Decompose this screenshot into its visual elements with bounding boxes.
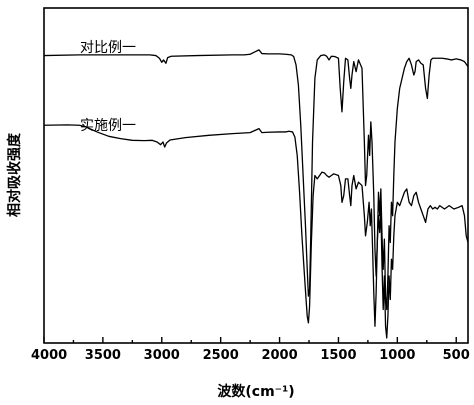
series-label-example: 实施例一 [80, 118, 136, 134]
x-axis-ticks: 4000 3500 3000 2500 2000 1500 1000 500 [31, 337, 470, 363]
x-tick-label: 4000 [31, 348, 67, 363]
x-tick-label: 500 [443, 348, 470, 363]
x-tick-label: 1000 [379, 348, 415, 363]
series-line-comparative [43, 49, 469, 311]
series-layer [43, 49, 469, 339]
plot-frame [43, 7, 469, 344]
series-label-comparative: 对比例一 [80, 40, 136, 56]
x-tick-label: 2500 [203, 348, 239, 363]
x-tick-label: 1500 [320, 348, 356, 363]
x-tick-label: 3000 [144, 348, 180, 363]
y-axis-title: 相对吸收强度 [6, 132, 23, 217]
x-tick-label: 2000 [261, 348, 297, 363]
x-axis-title: 波数(cm⁻¹) [217, 383, 294, 400]
series-line-example [43, 124, 469, 339]
x-tick-label: 3500 [85, 348, 121, 363]
